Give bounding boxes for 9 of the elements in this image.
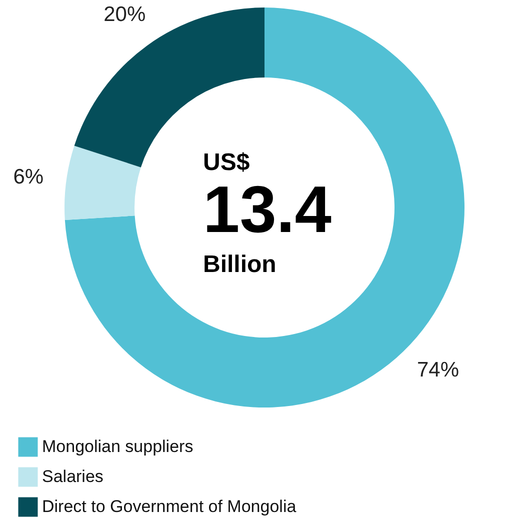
data-label: 74% bbox=[416, 358, 460, 382]
text: Billion bbox=[203, 251, 276, 278]
legend-label: Mongolian suppliers bbox=[42, 437, 194, 456]
donut-slice bbox=[64, 8, 464, 408]
data-label: 6% bbox=[13, 166, 44, 189]
donut-slice bbox=[64, 146, 141, 220]
legend-label: Direct to Government of Mongolia bbox=[42, 497, 297, 516]
legend-label: Salaries bbox=[42, 467, 104, 486]
data-label: 20% bbox=[104, 2, 146, 26]
